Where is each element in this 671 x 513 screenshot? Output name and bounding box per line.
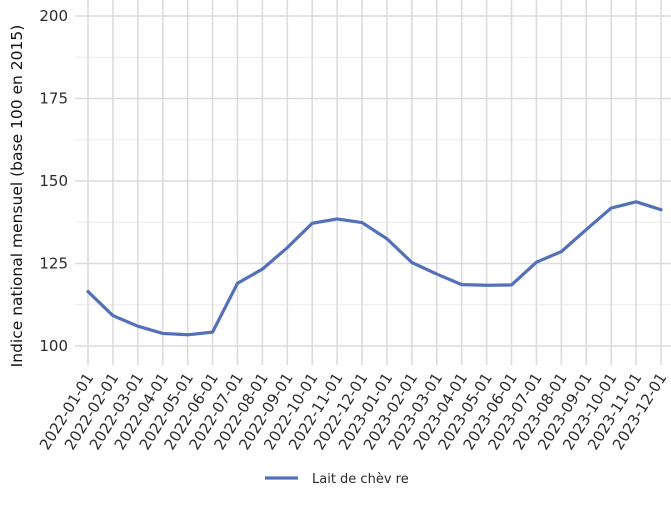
legend: Lait de chèv re — [265, 472, 409, 487]
x-axis-tick-labels: 2022-01-012022-02-012022-03-012022-04-01… — [36, 370, 670, 453]
grid-lines — [75, 0, 671, 365]
series-lines — [86, 200, 663, 337]
y-tick-label: 125 — [39, 255, 68, 273]
y-axis-tick-labels: 100 125 150 175 200 — [39, 7, 68, 355]
y-tick-label: 150 — [39, 172, 68, 190]
y-tick-label: 175 — [39, 90, 68, 108]
legend-label: Lait de chèv re — [312, 472, 409, 487]
series-line — [86, 200, 663, 337]
y-axis-title: Indice national mensuel (base 100 en 201… — [8, 25, 26, 368]
y-tick-label: 200 — [39, 7, 68, 25]
y-tick-label: 100 — [39, 337, 68, 355]
